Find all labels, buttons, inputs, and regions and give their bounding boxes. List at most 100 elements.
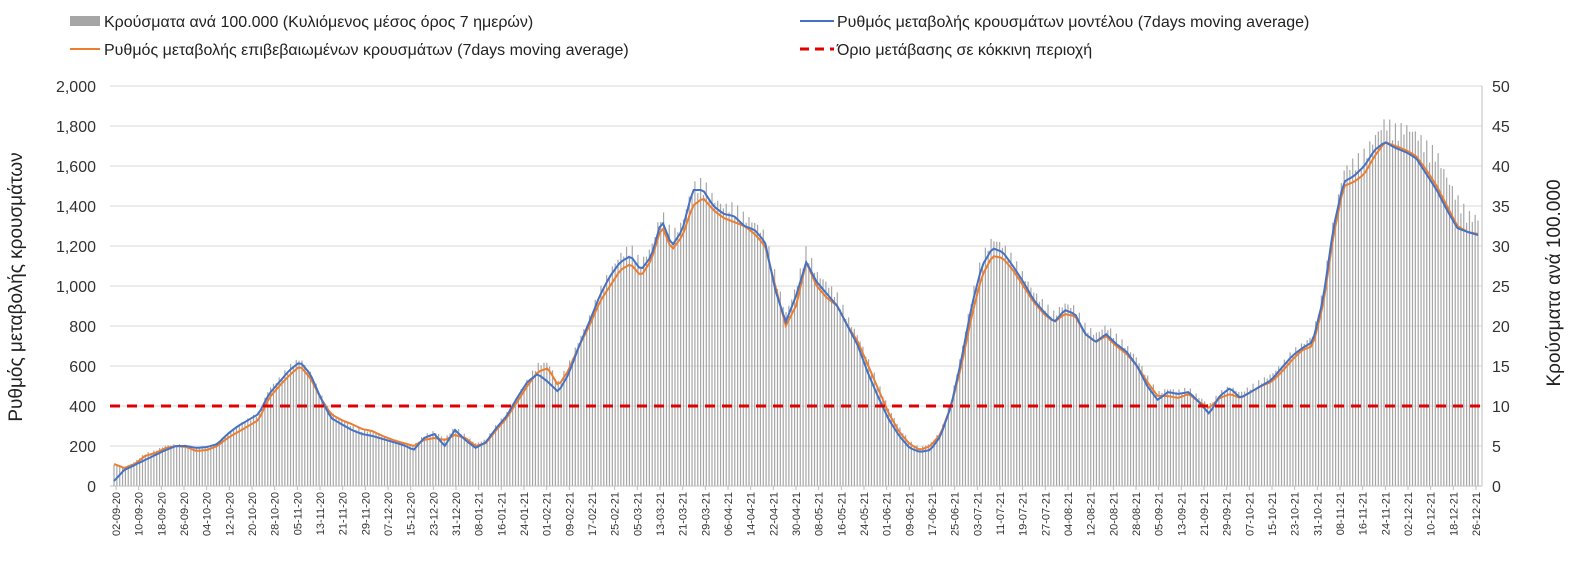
x-tick-label: 26-12-21	[1471, 492, 1483, 536]
bar	[942, 424, 944, 486]
bar	[1343, 170, 1345, 486]
bar	[1169, 389, 1172, 486]
bar	[494, 425, 497, 486]
bar	[432, 431, 434, 486]
bar	[381, 436, 383, 486]
left-tick-label: 1,400	[56, 199, 96, 216]
bar	[845, 318, 847, 486]
bar	[1078, 312, 1080, 486]
bar	[1070, 307, 1072, 486]
bar	[144, 454, 146, 486]
bar	[885, 400, 887, 486]
bar	[799, 268, 801, 486]
x-tick-label: 04-10-20	[202, 492, 214, 536]
bar	[563, 370, 565, 486]
bar	[1394, 123, 1397, 487]
x-tick-label: 20-08-21	[1108, 492, 1120, 536]
bar	[1275, 370, 1277, 486]
bar	[181, 446, 183, 486]
bar	[671, 242, 673, 486]
bar	[438, 433, 440, 486]
bar	[406, 443, 408, 486]
right-axis-ticks: 0 5 10 15 20 25 30 35 40 45 50	[1492, 79, 1510, 496]
bar	[304, 364, 306, 486]
bar	[813, 272, 816, 486]
bar	[870, 371, 873, 486]
x-tick-label: 24-01-21	[519, 492, 531, 536]
bar	[398, 442, 400, 486]
bar	[1300, 343, 1303, 486]
bar	[255, 416, 257, 486]
bar	[947, 407, 949, 486]
bar	[887, 408, 890, 486]
bar	[751, 222, 753, 486]
right-tick-label: 25	[1492, 279, 1510, 296]
bar	[660, 221, 662, 486]
bar	[1118, 344, 1120, 486]
bar	[124, 467, 126, 486]
bar	[1437, 153, 1439, 486]
bar	[979, 262, 981, 486]
x-tick-label: 31-10-21	[1312, 492, 1324, 536]
bar	[1101, 329, 1103, 486]
bar	[922, 446, 924, 486]
left-tick-label: 400	[69, 399, 96, 416]
bar	[1112, 337, 1115, 486]
bar	[1317, 314, 1320, 486]
bar	[796, 286, 799, 486]
left-tick-label: 200	[69, 439, 96, 456]
bar	[534, 371, 537, 486]
bar	[976, 284, 978, 486]
bar	[284, 370, 286, 486]
bar	[950, 402, 952, 486]
bar	[204, 447, 206, 486]
bar	[1349, 170, 1351, 486]
bar	[662, 212, 665, 487]
x-tick-label: 09-02-21	[564, 492, 576, 536]
bar	[512, 403, 514, 486]
bar	[264, 397, 266, 486]
bar	[691, 192, 693, 486]
bar	[759, 232, 762, 486]
bar	[682, 219, 685, 487]
bar	[235, 426, 238, 486]
bar	[1258, 380, 1260, 486]
bar	[1411, 131, 1414, 487]
bar	[252, 414, 255, 486]
x-tick-label: 02-09-20	[111, 492, 123, 536]
bar	[1212, 402, 1214, 486]
bar	[1357, 152, 1359, 486]
bar	[1428, 162, 1431, 487]
bar	[953, 385, 955, 486]
bar	[1352, 158, 1354, 486]
bar	[1095, 332, 1098, 486]
bar	[1030, 287, 1032, 486]
bar	[318, 394, 320, 486]
x-tick-label: 13-03-21	[655, 492, 667, 536]
bar	[1448, 184, 1451, 487]
bar	[361, 431, 363, 486]
bar	[233, 428, 235, 486]
bar	[272, 383, 275, 486]
bar	[153, 450, 155, 486]
bar	[1172, 389, 1174, 486]
bar	[329, 413, 332, 486]
x-tick-label: 02-12-21	[1403, 492, 1415, 536]
bar	[193, 448, 195, 486]
bar	[227, 432, 229, 486]
bar	[1289, 352, 1291, 486]
bar	[657, 222, 659, 486]
bar	[1269, 374, 1271, 486]
bar	[1007, 258, 1009, 486]
left-tick-label: 1,800	[56, 119, 96, 136]
bar	[637, 254, 639, 486]
bar	[628, 255, 631, 486]
bar	[1064, 303, 1066, 486]
bar	[463, 433, 465, 486]
bar	[865, 356, 867, 486]
bar	[184, 444, 186, 486]
bar	[435, 433, 437, 486]
bar	[1323, 291, 1325, 486]
bar	[1332, 222, 1334, 487]
bar	[506, 412, 508, 486]
